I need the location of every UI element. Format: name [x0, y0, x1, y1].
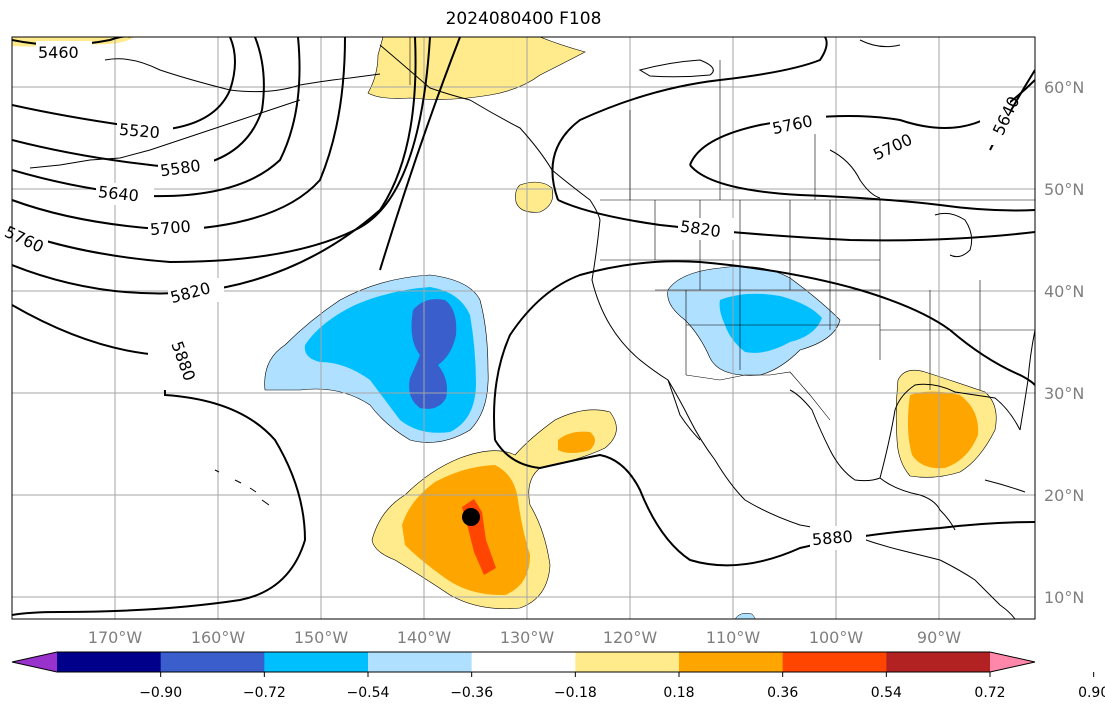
contour-5880-east [493, 260, 1035, 441]
lat-label-10n: 10°N [1044, 588, 1084, 607]
lon-label-170w: 170°W [88, 628, 143, 647]
contour-labels: 5460 5520 5580 5640 5700 5760 5820 5880 … [2, 43, 1024, 549]
colorbar-segment [264, 652, 369, 672]
lon-label-110w: 110°W [706, 628, 761, 647]
contour-5760-west [12, 37, 431, 264]
lat-label-30n: 30°N [1044, 384, 1084, 403]
lon-label-130w: 130°W [500, 628, 555, 647]
contour-5820-west [12, 37, 417, 295]
colorbar-tick-label: −0.18 [554, 685, 597, 701]
lon-label-90w: 90°W [917, 628, 961, 647]
colorbar-tick-label: 0.90 [1078, 685, 1105, 701]
colorbar-extend-high [990, 652, 1035, 672]
colorbar-segment [886, 652, 991, 672]
longitude-labels: 170°W 160°W 150°W 140°W 130°W 120°W 110°… [88, 628, 961, 647]
anomaly-positive-gulf-inner [907, 391, 979, 469]
lon-label-120w: 120°W [603, 628, 658, 647]
colorbar-segment [160, 652, 265, 672]
lat-label-60n: 60°N [1044, 78, 1084, 97]
anomaly-positive-alaska [367, 37, 586, 100]
latitude-labels: 60°N 50°N 40°N 30°N 20°N 10°N [1044, 78, 1084, 607]
colorbar [11, 651, 1095, 677]
colorbar-tick-label: 0.18 [663, 685, 694, 701]
contour-label-backgrounds [12, 41, 1010, 550]
anomaly-positive-pnw [515, 181, 554, 213]
contour-5640 [12, 37, 301, 198]
coastlines [29, 39, 1035, 619]
colorbar-extend-low [12, 652, 57, 672]
contour-label-5640: 5640 [97, 182, 139, 205]
colorbar-segment [679, 652, 784, 672]
lon-label-100w: 100°W [809, 628, 864, 647]
colorbar-tick-label: −0.36 [450, 685, 493, 701]
contour-5520 [12, 37, 236, 132]
colorbar-tick-labels: −0.90 −0.72 −0.54 −0.36 −0.18 0.18 0.36 0.54 0.7… [139, 685, 1105, 701]
storm-center-marker [462, 508, 480, 526]
contour-5700-east [689, 164, 1035, 212]
contour-5880-south [494, 439, 1035, 567]
colorbar-tick-label: −0.54 [347, 685, 390, 701]
contour-5820-east [557, 199, 1035, 242]
colorbar-tick-label: 0.36 [767, 685, 798, 701]
colorbar-outline [11, 651, 1036, 673]
anomaly-positive-epac-mid [402, 465, 530, 596]
lon-label-160w: 160°W [191, 628, 246, 647]
lon-label-150w: 150°W [294, 628, 349, 647]
anomaly-negative-sw-us-inner [719, 293, 822, 353]
colorbar-tick-label: 0.72 [974, 685, 1005, 701]
lat-label-20n: 20°N [1044, 486, 1084, 505]
colorbar-tick-label: −0.90 [139, 685, 182, 701]
lat-label-50n: 50°N [1044, 180, 1084, 199]
colorbar-segment [471, 652, 576, 672]
colorbar-segment [782, 652, 887, 672]
anomaly-positive-epac-small [558, 431, 595, 453]
lat-label-40n: 40°N [1044, 282, 1084, 301]
contour-5820-ridge [379, 37, 461, 271]
map-title: 2024080400 F108 [445, 9, 602, 29]
anomaly-negative-pacific-inner [409, 299, 457, 409]
contour-label-5880-south: 5880 [811, 527, 853, 549]
map-frame [11, 36, 1036, 620]
colorbar-segment [57, 652, 162, 672]
contour-label-5700: 5700 [149, 217, 191, 239]
contour-label-5520: 5520 [118, 120, 160, 142]
colorbar-segment [575, 652, 680, 672]
contour-5760-canada [551, 37, 828, 201]
colorbar-tick-label: −0.72 [243, 685, 286, 701]
lon-label-140w: 140°W [397, 628, 452, 647]
colorbar-tick-label: 0.54 [871, 685, 902, 701]
colorbar-segment [368, 652, 473, 672]
height-contours [12, 37, 1035, 616]
contour-label-5460: 5460 [38, 43, 79, 62]
contour-5700 [12, 37, 346, 232]
